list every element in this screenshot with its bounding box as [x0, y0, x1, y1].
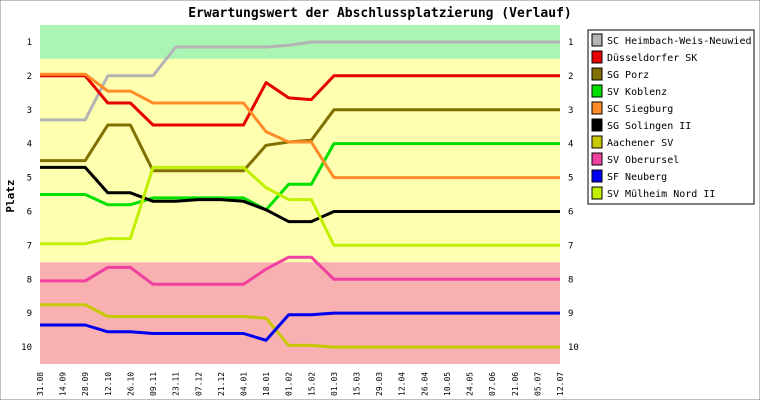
- x-tick-label: 23.11: [172, 372, 181, 396]
- legend-label: Düsseldorfer SK: [607, 53, 697, 64]
- legend-swatch: [591, 152, 603, 166]
- y-tick-right: 9: [568, 309, 573, 319]
- x-tick-labels: 31.08 14.09 28.09 12.10 26.10 09.11 23.11 07.12…: [36, 372, 565, 396]
- x-tick-label: 28.09: [81, 372, 90, 396]
- legend-label: SC Heimbach-Weis-Neuwied: [607, 36, 752, 47]
- series-line-7: [40, 303, 560, 349]
- legend-swatch: [591, 186, 603, 200]
- y-tick-left: 9: [27, 309, 32, 319]
- y-tick-right: 5: [568, 174, 573, 184]
- series-lines: [40, 40, 560, 349]
- x-tick-label: 14.09: [59, 372, 68, 396]
- y-tick-labels-left: 1 2 3 4 5 6 7 8 9 10: [21, 38, 32, 353]
- y-tick-left: 5: [27, 174, 32, 184]
- x-tick-label: 04.01: [239, 372, 248, 396]
- y-tick-left: 2: [27, 72, 32, 82]
- x-tick-label: 07.12: [194, 372, 203, 396]
- y-tick-labels-right: 1 2 3 4 5 6 7 8 9 10: [568, 38, 579, 353]
- y-axis-label: Platz: [4, 179, 17, 212]
- legend-swatch: [591, 118, 603, 132]
- legend-swatch: [591, 135, 603, 149]
- legend-label: SF Neuberg: [607, 172, 667, 183]
- x-tick-label: 29.03: [375, 372, 384, 396]
- x-tick-label: 07.06: [488, 372, 497, 396]
- x-tick-label: 24.05: [466, 372, 475, 396]
- y-tick-left: 3: [27, 106, 32, 116]
- y-tick-right: 1: [568, 38, 573, 48]
- x-tick-label: 15.02: [307, 372, 316, 396]
- legend-label: SV Oberursel: [607, 155, 679, 166]
- y-tick-right: 3: [568, 106, 573, 116]
- series-line-2: [40, 74, 560, 127]
- y-tick-left: 7: [27, 241, 32, 251]
- legend-swatch: [591, 67, 603, 81]
- legend-swatch: [591, 169, 603, 183]
- legend-label: SC Siegburg: [607, 104, 673, 115]
- y-tick-right: 10: [568, 343, 579, 353]
- x-tick-label: 01.02: [285, 372, 294, 396]
- y-tick-left: 8: [27, 275, 32, 285]
- series-line-5: [40, 72, 560, 180]
- legend-label: SG Porz: [607, 70, 649, 81]
- legend-label: Aachener SV: [607, 138, 673, 149]
- series-line-10: [40, 165, 560, 247]
- legend-swatch: [591, 33, 603, 47]
- legend-swatch: [591, 50, 603, 64]
- legend-label: SG Solingen II: [607, 121, 691, 132]
- series-line-8: [40, 255, 560, 286]
- y-tick-right: 7: [568, 241, 573, 251]
- x-tick-label: 18.01: [262, 372, 271, 396]
- legend-box: [587, 29, 755, 205]
- series-line-4: [40, 142, 560, 212]
- y-tick-left: 6: [27, 207, 32, 217]
- x-tick-label: 05.07: [533, 372, 542, 396]
- x-tick-label: 01.03: [330, 372, 339, 396]
- series-line-1: [40, 40, 560, 122]
- y-tick-left: 4: [27, 140, 32, 150]
- x-tick-label: 09.11: [149, 372, 158, 396]
- legend-swatch: [591, 84, 603, 98]
- y-tick-right: 2: [568, 72, 573, 82]
- x-tick-label: 26.10: [126, 372, 135, 396]
- x-tick-label: 31.08: [36, 372, 45, 396]
- y-tick-right: 4: [568, 140, 573, 150]
- x-tick-label: 12.07: [556, 372, 565, 396]
- x-tick-label: 12.04: [398, 372, 407, 396]
- legend: SC Heimbach-Weis-Neuwied Düsseldorfer SK S…: [587, 29, 755, 205]
- legend-label: SV Koblenz: [607, 87, 667, 98]
- band-1: [40, 58, 560, 263]
- x-tick-label: 15.03: [353, 372, 362, 396]
- y-tick-left: 10: [21, 343, 32, 353]
- legend-label: SV Mülheim Nord II: [607, 189, 715, 200]
- x-tick-label: 21.06: [511, 372, 520, 396]
- y-tick-right: 6: [568, 207, 573, 217]
- series-line-9: [40, 311, 560, 342]
- series-line-6: [40, 165, 560, 224]
- x-tick-label: 10.05: [443, 372, 452, 396]
- x-tick-label: 12.10: [104, 372, 113, 396]
- legend-swatch: [591, 101, 603, 115]
- x-tick-label: 26.04: [420, 372, 429, 396]
- x-tick-label: 21.12: [217, 372, 226, 396]
- chart-title: Erwartungswert der Abschlussplatzierung …: [188, 6, 572, 21]
- y-tick-left: 1: [27, 38, 32, 48]
- y-tick-right: 8: [568, 275, 573, 285]
